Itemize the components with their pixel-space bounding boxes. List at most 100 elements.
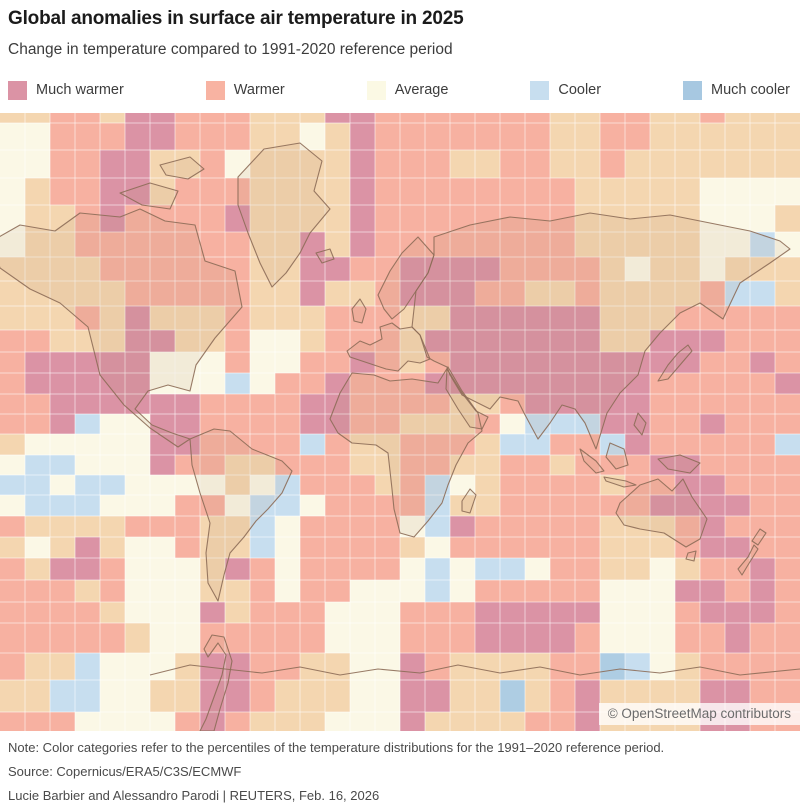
map-grid-cell bbox=[125, 434, 150, 455]
map-grid-cell bbox=[550, 414, 575, 434]
map-grid-cell bbox=[0, 373, 25, 394]
map-grid-cell bbox=[175, 602, 200, 623]
map-grid-cell bbox=[300, 623, 325, 653]
map-grid-cell bbox=[575, 330, 600, 352]
map-grid-cell bbox=[125, 680, 150, 712]
map-grid-cell bbox=[350, 516, 375, 537]
map-grid-cell bbox=[475, 580, 500, 602]
map-grid-cell bbox=[200, 558, 225, 580]
map-grid-cell bbox=[725, 623, 750, 653]
map-grid-cell bbox=[150, 205, 175, 232]
map-grid-cell bbox=[225, 178, 250, 205]
map-grid-cell bbox=[0, 712, 25, 731]
osm-attribution-link[interactable]: © OpenStreetMap contributors bbox=[598, 703, 800, 725]
map-grid-cell bbox=[775, 495, 800, 516]
map-grid-cell bbox=[325, 306, 350, 330]
map-grid-cell bbox=[450, 623, 475, 653]
map-grid-cell bbox=[750, 352, 775, 373]
map-grid-cell bbox=[650, 394, 675, 414]
map-grid-cell bbox=[425, 205, 450, 232]
map-grid-cell bbox=[450, 653, 475, 680]
world-anomaly-map: © OpenStreetMap contributors bbox=[0, 113, 800, 731]
map-grid-cell bbox=[775, 205, 800, 232]
map-grid-cell bbox=[350, 352, 375, 373]
map-grid-cell bbox=[425, 537, 450, 558]
map-grid-cell bbox=[250, 257, 275, 281]
map-grid-cell bbox=[400, 232, 425, 257]
map-grid-cell bbox=[750, 306, 775, 330]
map-grid-cell bbox=[100, 495, 125, 516]
map-grid-cell bbox=[50, 537, 75, 558]
map-grid-cell bbox=[250, 580, 275, 602]
map-grid-cell bbox=[300, 330, 325, 352]
map-grid-cell bbox=[325, 414, 350, 434]
map-grid-cell bbox=[750, 537, 775, 558]
map-grid-cell bbox=[400, 580, 425, 602]
map-grid-cell bbox=[400, 495, 425, 516]
map-grid-cell bbox=[725, 281, 750, 306]
map-grid-cell bbox=[575, 558, 600, 580]
map-grid-cell bbox=[750, 653, 775, 680]
map-grid-cell bbox=[725, 205, 750, 232]
map-grid-cell bbox=[250, 623, 275, 653]
map-grid-cell bbox=[475, 330, 500, 352]
map-grid-cell bbox=[625, 602, 650, 623]
map-grid-cell bbox=[225, 653, 250, 680]
map-grid-cell bbox=[725, 178, 750, 205]
map-grid-cell bbox=[125, 352, 150, 373]
map-grid-cell bbox=[650, 434, 675, 455]
map-grid-cell bbox=[75, 330, 100, 352]
map-grid-cell bbox=[475, 623, 500, 653]
map-grid-cell bbox=[475, 178, 500, 205]
map-grid-cell bbox=[650, 205, 675, 232]
map-grid-cell bbox=[575, 434, 600, 455]
map-grid-cell bbox=[550, 580, 575, 602]
map-grid-cell bbox=[150, 602, 175, 623]
map-grid-cell bbox=[525, 113, 550, 123]
map-grid-cell bbox=[775, 558, 800, 580]
map-grid-cell bbox=[325, 352, 350, 373]
map-grid-cell bbox=[300, 455, 325, 475]
map-grid-cell bbox=[450, 257, 475, 281]
map-grid-cell bbox=[700, 150, 725, 178]
map-grid-cell bbox=[300, 558, 325, 580]
map-grid-cell bbox=[75, 178, 100, 205]
map-grid-cell bbox=[425, 113, 450, 123]
map-grid-cell bbox=[75, 306, 100, 330]
map-grid-cell bbox=[0, 580, 25, 602]
map-grid-cell bbox=[575, 352, 600, 373]
map-grid-cell bbox=[650, 113, 675, 123]
map-grid-cell bbox=[225, 373, 250, 394]
map-grid-cell bbox=[500, 306, 525, 330]
map-grid-cell bbox=[50, 455, 75, 475]
map-grid-cell bbox=[325, 394, 350, 414]
map-grid-cell bbox=[275, 373, 300, 394]
map-grid-cell bbox=[575, 178, 600, 205]
map-grid-cell bbox=[350, 394, 375, 414]
map-grid-cell bbox=[550, 602, 575, 623]
map-grid-cell bbox=[150, 257, 175, 281]
map-grid-cell bbox=[600, 113, 625, 123]
map-grid-cell bbox=[575, 537, 600, 558]
map-grid-cell bbox=[600, 580, 625, 602]
map-grid-cell bbox=[500, 414, 525, 434]
map-grid-cell bbox=[150, 434, 175, 455]
map-grid-cell bbox=[250, 516, 275, 537]
map-grid-cell bbox=[150, 712, 175, 731]
map-grid-cell bbox=[25, 580, 50, 602]
map-grid-cell bbox=[350, 680, 375, 712]
map-grid-cell bbox=[125, 394, 150, 414]
map-grid-cell bbox=[200, 281, 225, 306]
map-grid-cell bbox=[25, 306, 50, 330]
map-grid-cell bbox=[350, 150, 375, 178]
map-grid-cell bbox=[200, 475, 225, 495]
map-grid-cell bbox=[600, 232, 625, 257]
map-grid-cell bbox=[225, 330, 250, 352]
map-grid-cell bbox=[75, 516, 100, 537]
map-grid-cell bbox=[500, 113, 525, 123]
map-grid-cell bbox=[100, 414, 125, 434]
map-grid-cell bbox=[675, 150, 700, 178]
map-grid-cell bbox=[525, 434, 550, 455]
map-grid-cell bbox=[775, 414, 800, 434]
map-grid-cell bbox=[550, 434, 575, 455]
